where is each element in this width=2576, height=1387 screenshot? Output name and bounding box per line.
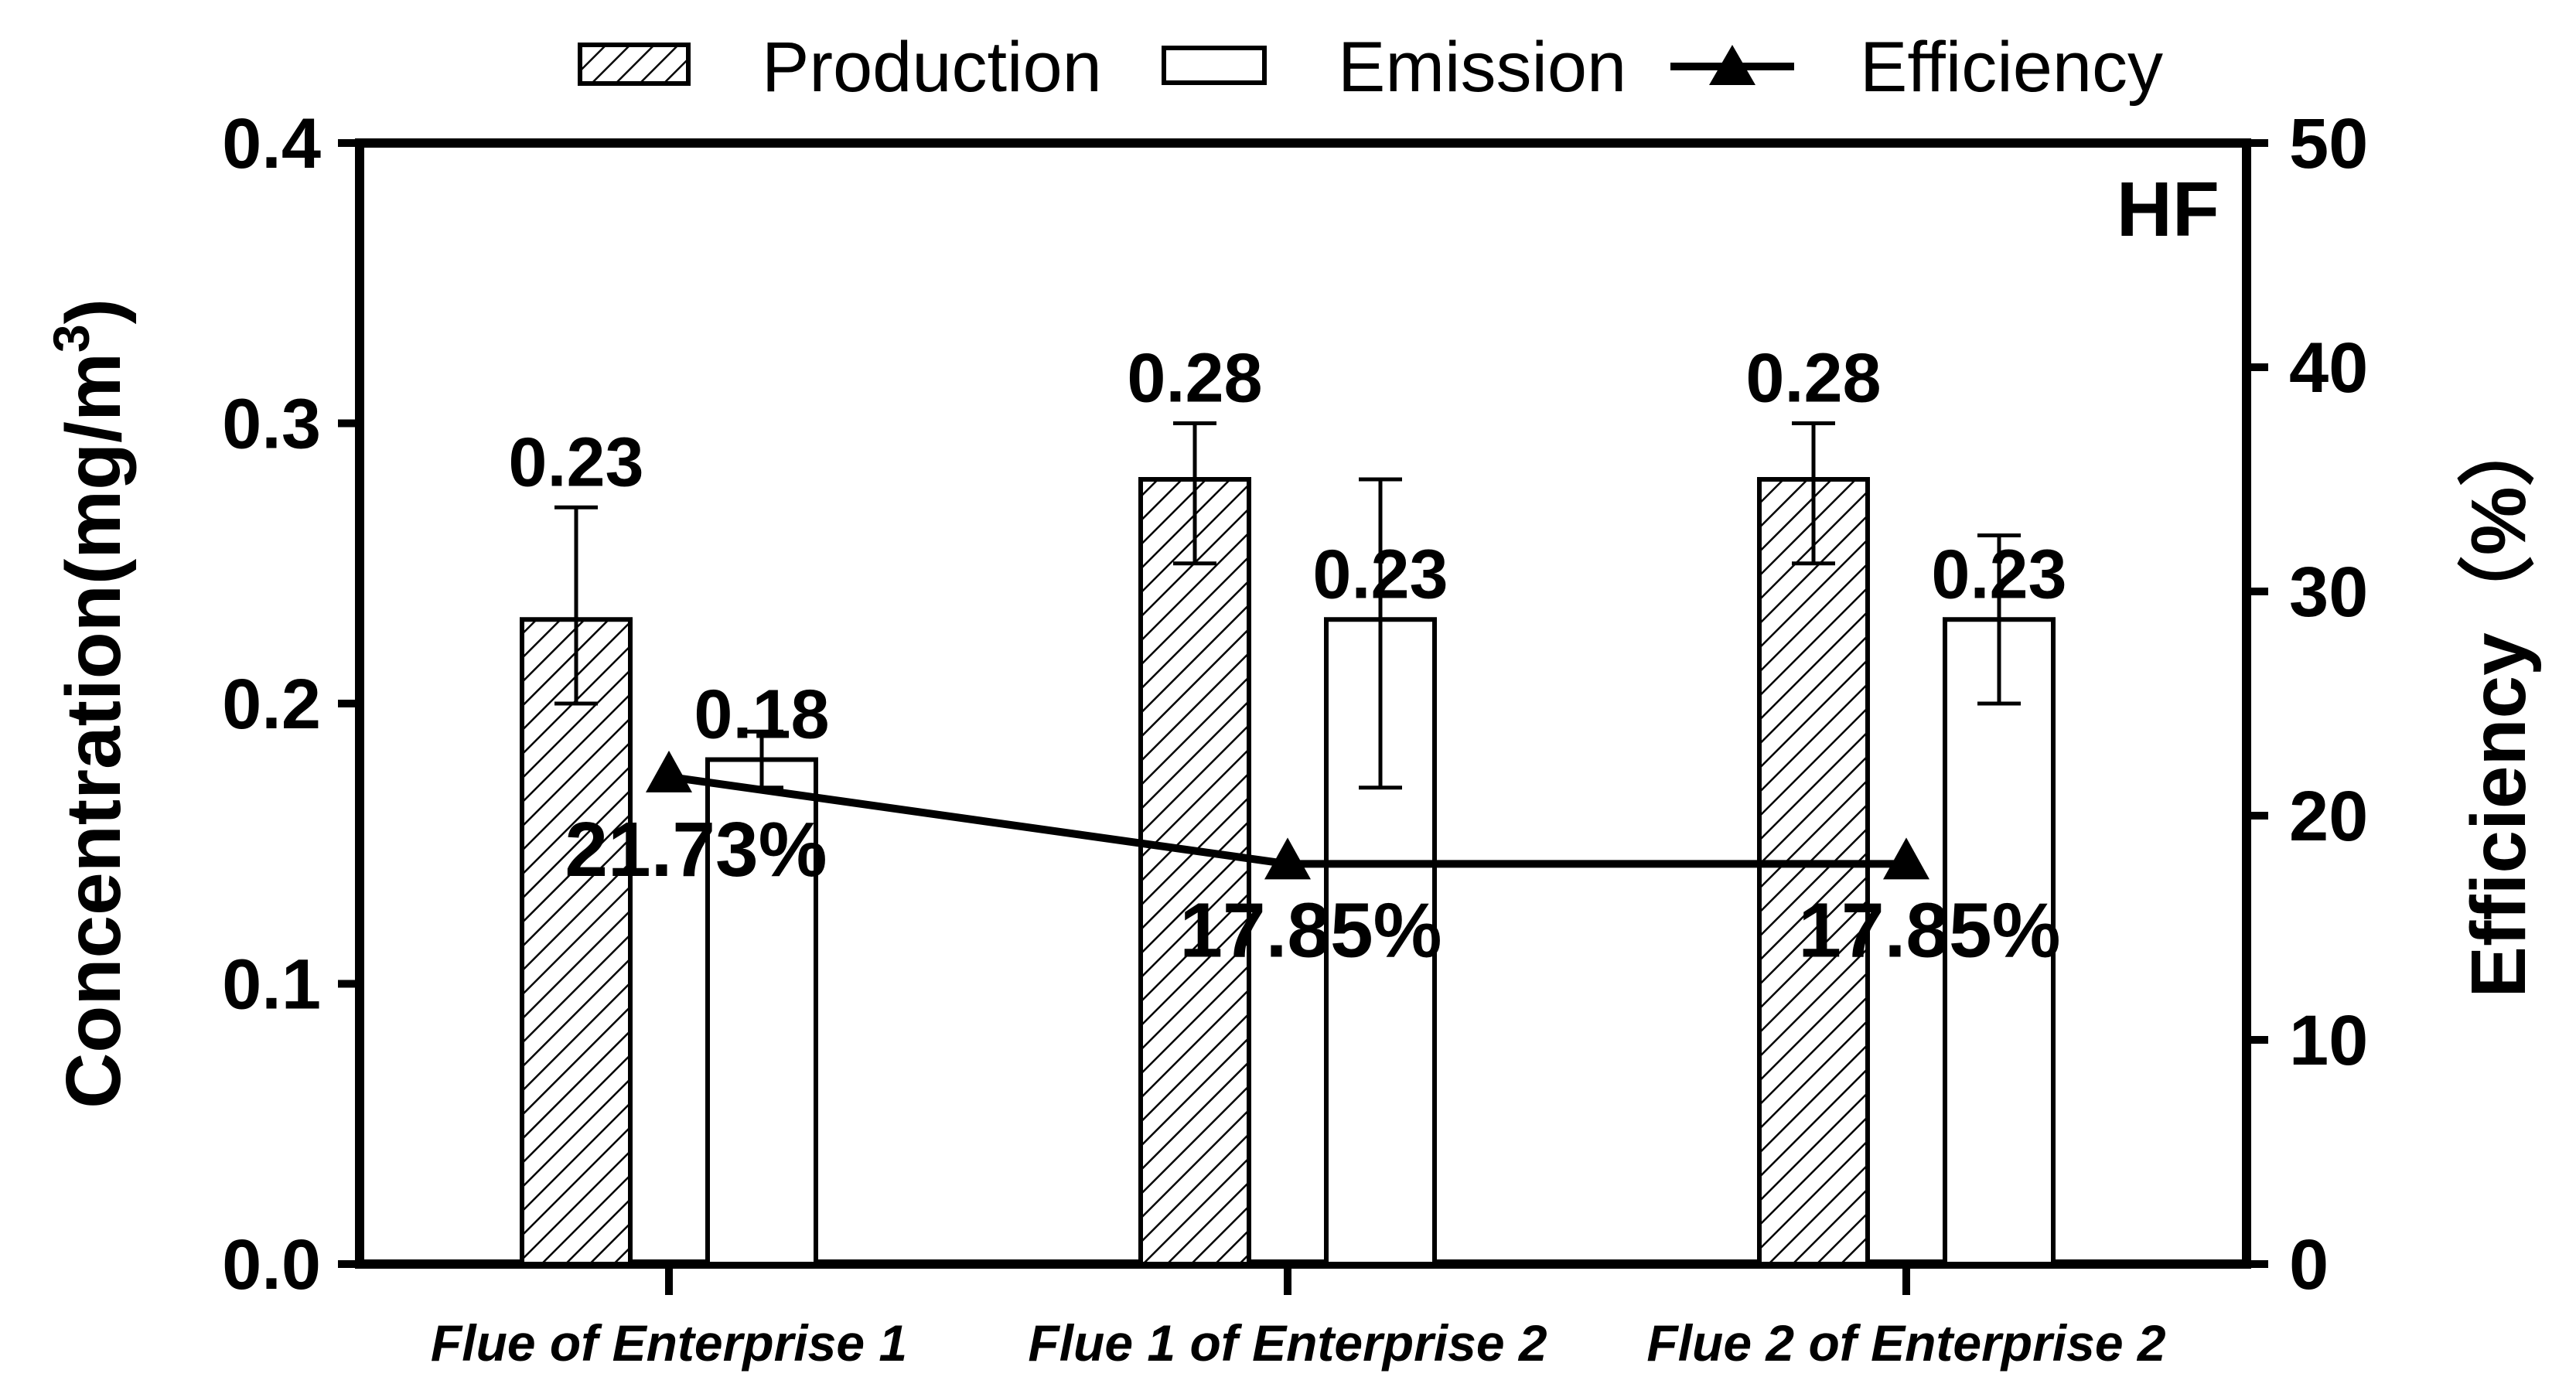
right-y-tick-label: 30	[2289, 553, 2368, 632]
legend-label-efficiency: Efficiency	[1860, 28, 2163, 107]
emission-bar	[1943, 617, 2056, 1266]
left-y-axis-title-superscript: 3	[43, 324, 100, 353]
legend-marker-efficiency	[1709, 45, 1755, 85]
emission-bar	[1324, 617, 1437, 1266]
production-value-label: 0.23	[508, 424, 643, 501]
production-bar	[1138, 477, 1251, 1266]
production-bar	[520, 617, 633, 1266]
emission-value-label: 0.23	[1312, 536, 1448, 613]
legend-swatch-production	[578, 43, 691, 86]
right-y-tick-label: 20	[2289, 777, 2368, 856]
right-y-axis-title: Efficiency（%）	[2455, 409, 2542, 997]
left-y-tick-label: 0.0	[222, 1225, 321, 1304]
efficiency-marker	[1264, 837, 1311, 880]
emission-bar	[705, 757, 818, 1266]
left-y-ticks: 0.0 0.1 0.2 0.3 0.4	[222, 104, 360, 1304]
legend-swatch-emission	[1162, 46, 1267, 85]
production-bar	[1757, 477, 1870, 1266]
efficiency-marker	[1883, 837, 1929, 880]
production-value-label: 0.28	[1127, 340, 1262, 417]
left-y-tick-label: 0.1	[222, 946, 321, 1024]
efficiency-value-label: 21.73%	[565, 806, 827, 893]
production-value-label: 0.28	[1745, 340, 1881, 417]
left-y-axis-title: Concentration(mg/m3)	[43, 298, 137, 1109]
legend-label-production: Production	[762, 28, 1102, 107]
bars	[520, 477, 2056, 1266]
error-bars	[554, 421, 2021, 790]
right-y-tick-label: 10	[2289, 1001, 2368, 1080]
x-tick-label: Flue of Enterprise 1	[431, 1314, 907, 1372]
bar-labels: 0.23 0.28 0.28 0.18 0.23 0.23	[508, 340, 2066, 754]
gas-annotation: HF	[2117, 166, 2219, 253]
x-tick-label: Flue 2 of Enterprise 2	[1646, 1314, 2165, 1372]
efficiency-value-label: 17.85%	[1798, 887, 2060, 973]
legend: Production Emission Efficiency	[578, 28, 2163, 107]
legend-label-emission: Emission	[1338, 28, 1626, 107]
right-y-ticks: 0 10 20 30 40 50	[2247, 104, 2368, 1304]
right-y-tick-label: 0	[2289, 1225, 2329, 1304]
efficiency-value-label: 17.85%	[1179, 887, 1442, 973]
efficiency-series: 21.73% 17.85% 17.85%	[565, 750, 2061, 973]
emission-value-label: 0.23	[1931, 536, 2066, 613]
x-tick-label: Flue 1 of Enterprise 2	[1028, 1314, 1547, 1372]
emission-value-label: 0.18	[694, 676, 829, 754]
efficiency-marker	[646, 750, 692, 792]
right-y-tick-label: 50	[2289, 104, 2368, 183]
left-y-tick-label: 0.3	[222, 385, 321, 464]
left-y-axis-title-close: )	[50, 298, 137, 324]
x-ticks: Flue of Enterprise 1 Flue 1 of Enterprise…	[431, 1264, 2166, 1372]
left-y-tick-label: 0.4	[222, 104, 321, 183]
right-y-tick-label: 40	[2289, 329, 2368, 407]
left-y-tick-label: 0.2	[222, 665, 321, 744]
